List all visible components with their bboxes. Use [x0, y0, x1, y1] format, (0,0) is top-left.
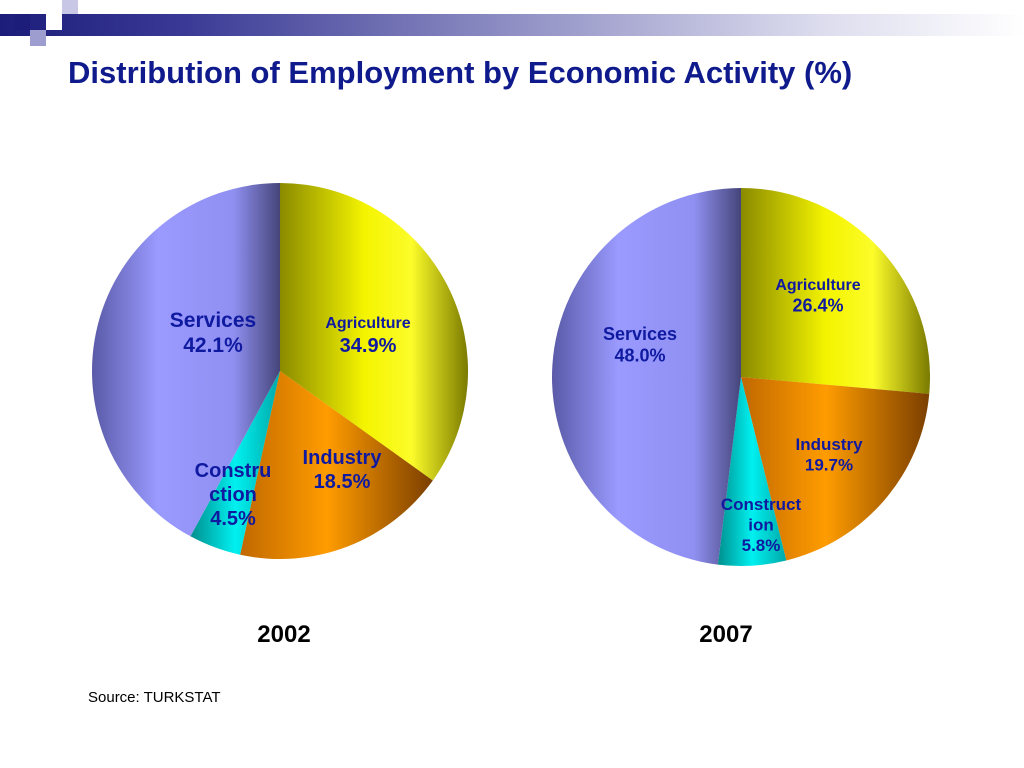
pie-slice-construction: [717, 377, 787, 567]
pie-slice-agriculture: [280, 183, 469, 481]
header-square-light-2: [62, 0, 78, 14]
slice-label-line: 18.5%: [314, 471, 371, 493]
year-label-2007: 2007: [699, 621, 752, 648]
slice-label-line: Agriculture: [325, 315, 410, 332]
year-label-2002: 2002: [257, 621, 310, 648]
header-square-white: [46, 14, 62, 30]
pie-slice-services: [92, 183, 280, 537]
pie-slice-agriculture: [741, 188, 930, 394]
slice-label-industry: Industry 19.7%: [795, 435, 863, 474]
slice-label-industry: Industry 18.5%: [303, 447, 383, 493]
slice-label-line: 19.7%: [805, 455, 853, 474]
slice-label-line: 5.8%: [742, 536, 781, 555]
slice-label-line: ction: [209, 484, 257, 506]
pie-chart-2007: Agriculture 26.4% Industry 19.7% Construct io…: [552, 188, 930, 567]
slice-label-line: 42.1%: [183, 334, 243, 357]
slice-label-line: ion: [748, 515, 774, 534]
source-note: Source: TURKSTAT: [88, 689, 221, 706]
pie-slice-construction: [190, 371, 280, 555]
pie-chart-2002: Agriculture 34.9% Industry 18.5% Constru ctio…: [92, 183, 469, 560]
slice-label-line: 34.9%: [340, 335, 397, 357]
slice-label-construction: Constru ction 4.5%: [195, 460, 272, 530]
header-decoration-bar: [0, 14, 1024, 36]
slide-title: Distribution of Employment by Economic A…: [68, 55, 853, 90]
header-square-light: [30, 30, 46, 46]
header-square-dark: [14, 14, 30, 30]
slice-label-line: Constru: [195, 460, 272, 482]
slice-label-line: Industry: [795, 435, 863, 454]
slice-label-line: 26.4%: [792, 296, 843, 316]
pie-slice-industry: [741, 377, 930, 561]
slice-label-services: Services 42.1%: [170, 309, 256, 357]
slice-label-line: Agriculture: [775, 277, 860, 294]
slice-label-line: Construct: [721, 495, 802, 514]
slice-label-line: Services: [170, 309, 256, 332]
slice-label-agriculture: Agriculture 34.9%: [325, 315, 410, 357]
slice-label-line: Services: [603, 324, 677, 344]
slice-label-line: Industry: [303, 447, 383, 469]
slice-label-line: 48.0%: [614, 346, 665, 366]
slice-label-construction: Construct ion 5.8%: [721, 495, 802, 555]
pie-slice-services: [552, 188, 741, 565]
slice-label-agriculture: Agriculture 26.4%: [775, 277, 860, 316]
slice-label-line: 4.5%: [210, 508, 256, 530]
slice-label-services: Services 48.0%: [603, 324, 677, 366]
pie-slice-industry: [240, 371, 433, 560]
